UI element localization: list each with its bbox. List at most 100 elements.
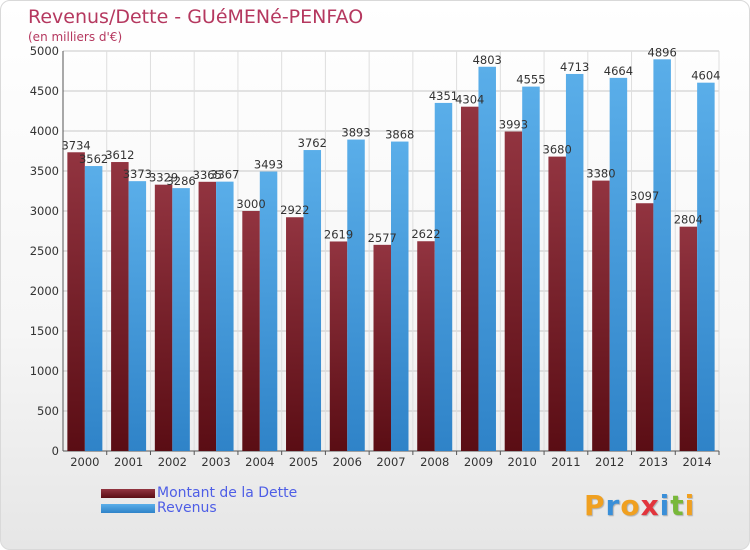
axis-layer: 0 500 1000 1500 2000 2500 3000 3500 4000 4500 5000…: [30, 44, 720, 469]
y-tick-label: 2000: [30, 284, 59, 298]
bar-revenus: [478, 66, 496, 451]
logo-letter: i: [684, 489, 696, 522]
bar-dette: [67, 152, 85, 451]
bar-dette: [417, 241, 435, 451]
x-tick-label: 2007: [376, 455, 405, 469]
data-label-revenus: 3286: [166, 174, 195, 188]
bar-revenus: [565, 73, 584, 452]
data-label-dette: 2619: [324, 227, 353, 241]
x-tick-label: 2005: [289, 455, 318, 469]
data-label-revenus: 3868: [385, 128, 414, 142]
legend-swatch-revenus: [101, 504, 155, 513]
y-tick-label: 4000: [30, 124, 59, 138]
bar-dette: [198, 181, 217, 452]
bar-revenus: [128, 181, 147, 451]
bar-revenus: [522, 86, 540, 451]
bar-revenus: [84, 166, 103, 452]
bar-dette: [504, 131, 523, 451]
data-label-dette: 3734: [61, 138, 90, 152]
bar-dette: [548, 156, 566, 451]
legend-label-revenus: Revenus: [157, 500, 217, 516]
bar-revenus: [259, 171, 278, 451]
logo-letter: t: [670, 489, 685, 522]
bar-dette: [329, 241, 348, 451]
x-tick-label: 2013: [639, 455, 668, 469]
x-tick-label: 2009: [464, 455, 493, 469]
bar-layer: [67, 59, 715, 452]
bar-revenus: [172, 188, 190, 451]
bar-revenus: [434, 102, 453, 452]
bar-dette: [635, 203, 654, 451]
x-tick-label: 2006: [333, 455, 362, 469]
data-label-dette: 3000: [236, 197, 265, 211]
bar-dette: [679, 226, 698, 451]
bar-dette: [592, 180, 610, 451]
logo-letter: i: [659, 489, 671, 522]
chart-title: Revenus/Dette - GUéMENé-PENFAO: [28, 6, 364, 28]
data-label-revenus: 4555: [516, 73, 545, 87]
data-label-dette: 3329: [149, 171, 178, 185]
data-label-revenus: 4713: [560, 60, 589, 74]
data-label-revenus: 4604: [691, 69, 720, 83]
data-label-revenus: 3493: [254, 158, 283, 172]
data-label-dette: 3680: [543, 143, 572, 157]
y-tick-label: 1500: [30, 324, 59, 338]
data-label-revenus: 4803: [473, 53, 502, 67]
bar-revenus: [216, 181, 234, 451]
data-label-revenus: 3893: [341, 126, 370, 140]
bar-dette: [460, 106, 479, 452]
data-label-dette: 3380: [586, 167, 615, 181]
x-tick-label: 2012: [595, 455, 624, 469]
bar-revenus: [697, 82, 715, 452]
data-label-dette: 3365: [193, 168, 222, 182]
data-label-revenus: 3762: [298, 136, 327, 150]
data-label-dette: 2577: [368, 231, 397, 245]
y-tick-label: 4500: [30, 84, 59, 98]
data-label-revenus: 4896: [648, 45, 677, 59]
y-tick-label: 2500: [30, 244, 59, 258]
x-tick-label: 2003: [201, 455, 230, 469]
logo-letter: o: [620, 489, 641, 522]
data-label-revenus: 4664: [604, 64, 633, 78]
data-label-dette: 2922: [280, 203, 309, 217]
data-label-dette: 3612: [105, 148, 134, 162]
bar-revenus: [653, 59, 671, 451]
x-tick-label: 2001: [114, 455, 143, 469]
logo-letter: r: [605, 489, 621, 522]
bar-dette: [154, 184, 173, 451]
logo-letter: P: [584, 489, 606, 522]
data-label-dette: 2804: [674, 213, 703, 227]
bar-revenus: [303, 150, 322, 452]
bar-dette: [286, 217, 304, 451]
bar-revenus: [391, 141, 409, 451]
y-tick-label: 0: [52, 444, 59, 458]
x-tick-label: 2010: [508, 455, 537, 469]
data-label-dette: 3097: [630, 189, 659, 203]
data-label-dette: 3993: [499, 118, 528, 132]
data-label-revenus: 3367: [210, 168, 239, 182]
data-label-dette: 2622: [411, 227, 440, 241]
y-tick-label: 5000: [30, 44, 59, 58]
data-label-revenus: 3562: [79, 152, 108, 166]
chart-subtitle: (en milliers d'€): [28, 30, 123, 44]
x-tick-label: 2011: [551, 455, 580, 469]
bar-revenus: [609, 77, 628, 451]
x-tick-label: 2008: [420, 455, 449, 469]
x-tick-label: 2004: [245, 455, 274, 469]
bar-dette: [111, 162, 129, 452]
proxiti-logo: Proxiti: [584, 489, 695, 522]
y-tick-label: 1000: [30, 364, 59, 378]
bar-dette: [242, 211, 260, 451]
legend-swatch-dette: [101, 489, 155, 498]
logo-letter: x: [640, 489, 660, 522]
data-label-revenus: 4351: [429, 89, 458, 103]
y-tick-label: 3000: [30, 204, 59, 218]
y-tick-label: 500: [37, 404, 59, 418]
y-tick-label: 3500: [30, 164, 59, 178]
bar-dette: [373, 244, 391, 451]
data-label-revenus: 3373: [123, 167, 152, 181]
bar-revenus: [347, 139, 365, 451]
x-tick-label: 2002: [158, 455, 187, 469]
